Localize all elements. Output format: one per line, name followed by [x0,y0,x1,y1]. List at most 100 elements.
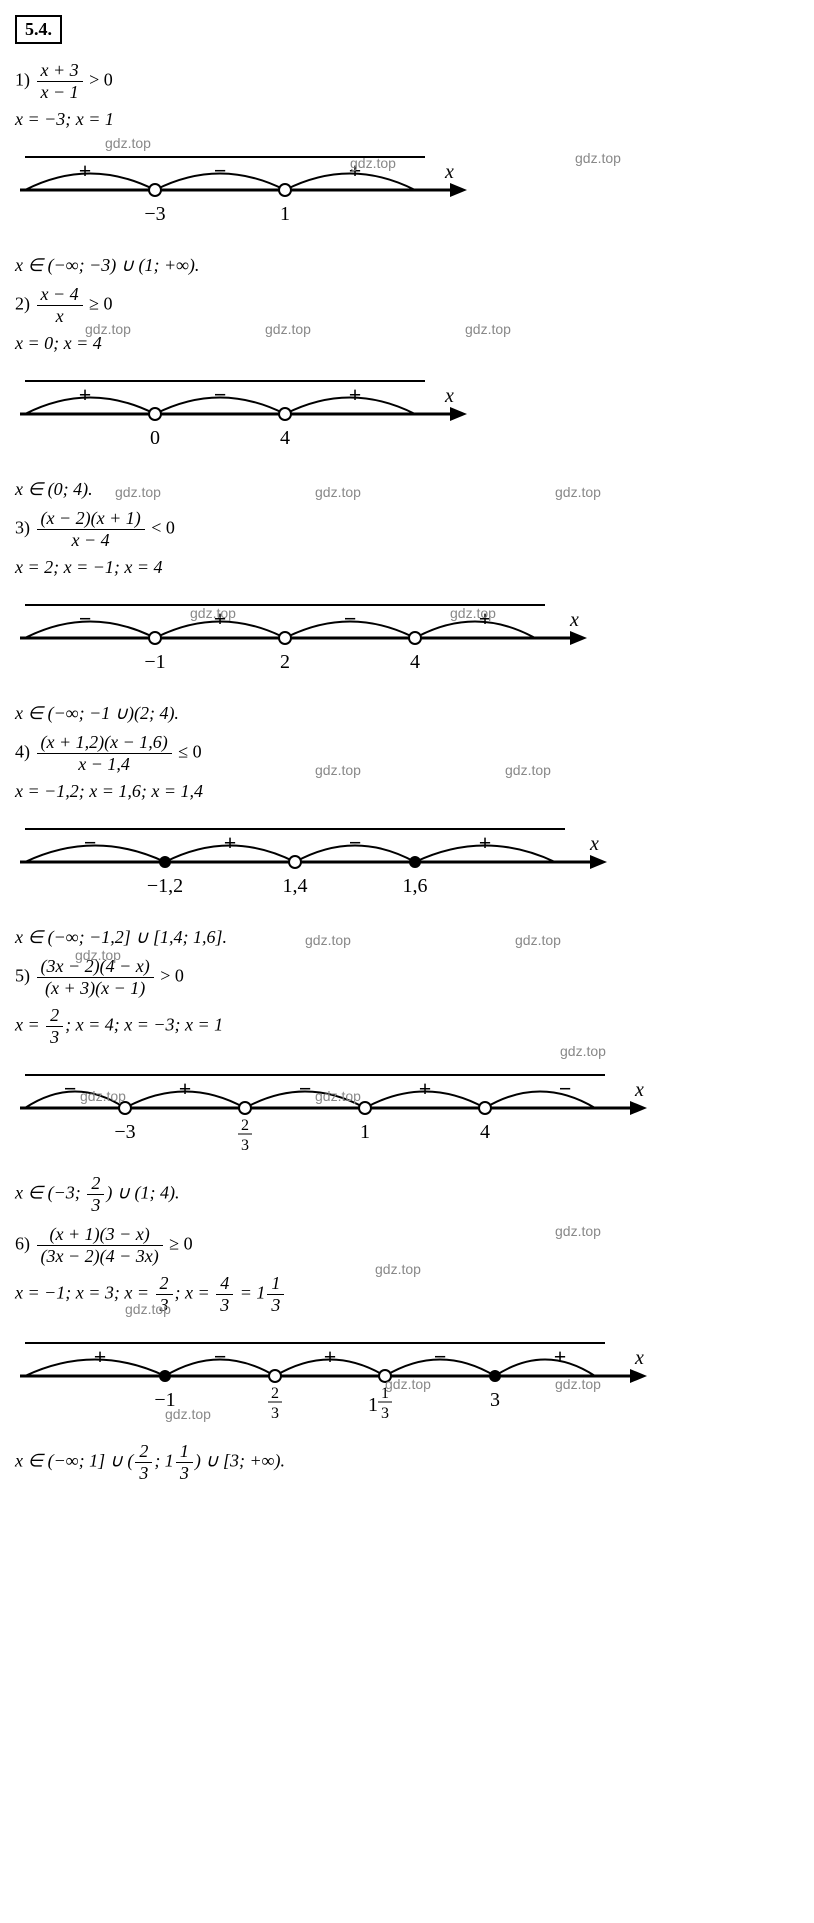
svg-text:−: − [344,606,357,631]
svg-text:+: + [224,830,237,855]
svg-text:1: 1 [360,1121,370,1143]
number-line-container: gdz.topgdz.topgdz.topgdz.topgdz.top−1231… [15,1331,799,1421]
svg-text:1,6: 1,6 [403,875,428,897]
svg-text:−: − [559,1076,572,1101]
number-line-chart: 04+−+x [15,369,475,459]
svg-text:−: − [64,1076,77,1101]
problem-2: 2) x − 4x ≥ 0 x = 0; x = 4 gdz.topgdz.topg… [15,284,799,500]
number-line-chart: −1231133+−+−+x [15,1331,655,1421]
answer: x ∈ (0; 4). [15,479,799,500]
problem-number: 2) [15,294,30,314]
svg-text:+: + [479,830,492,855]
fraction: 43 [216,1273,233,1316]
svg-text:−: − [214,382,227,407]
fraction: 23 [156,1273,173,1316]
exercise-label: 5.4. [15,15,62,44]
svg-text:+: + [419,1076,432,1101]
svg-text:+: + [324,1344,337,1369]
number-line-chart: −32314−+−+−x [15,1063,655,1153]
svg-text:3: 3 [241,1137,249,1153]
inequality-operator: ≤ 0 [178,742,201,762]
problem-number: 5) [15,966,30,986]
inequality-operator: ≥ 0 [89,294,112,314]
inequality: 1) x + 3x − 1 > 0 [15,60,799,103]
fraction: 23 [135,1441,152,1484]
inequality: 3) (x − 2)(x + 1)x − 4 < 0 [15,508,799,551]
number-line-chart: −1,21,41,6−+−+x [15,817,615,907]
svg-text:+: + [214,606,227,631]
inequality-operator: > 0 [89,70,113,90]
svg-text:4: 4 [280,427,290,449]
inequality: 6) (x + 1)(3 − x)(3x − 2)(4 − 3x) ≥ 0 [15,1224,799,1267]
answer: x ∈ (−∞; −1 ∪)(2; 4). [15,703,799,724]
svg-text:+: + [349,382,362,407]
svg-text:0: 0 [150,427,160,449]
number-line-container: gdz.topgdz.top−124−+−+x [15,593,799,683]
svg-text:−1,2: −1,2 [147,875,183,897]
svg-text:−: − [214,158,227,183]
fraction: x + 3x − 1 [37,60,83,103]
svg-text:3: 3 [381,1405,389,1421]
svg-text:+: + [179,1076,192,1101]
number-line-container: gdz.topgdz.topgdz.topgdz.top−32314−+−+−x [15,1063,799,1153]
svg-text:−1: −1 [144,651,165,673]
answer: x ∈ (−3; 23) ∪ (1; 4). [15,1173,799,1216]
problem-4: 4) (x + 1,2)(x − 1,6)x − 1,4 ≤ 0 x = −1,2… [15,732,799,948]
inequality-operator: ≥ 0 [169,1234,192,1254]
inequality: 2) x − 4x ≥ 0 [15,284,799,327]
svg-text:−: − [214,1344,227,1369]
svg-text:3: 3 [271,1405,279,1421]
roots: x = 0; x = 4 [15,333,799,354]
svg-text:2: 2 [280,651,290,673]
fraction: (x + 1)(3 − x)(3x − 2)(4 − 3x) [37,1224,163,1267]
svg-text:x: x [634,1347,644,1369]
problem-number: 3) [15,518,30,538]
fraction: x − 4x [37,284,83,327]
answer: x ∈ (−∞; 1] ∪ (23; 113) ∪ [3; +∞). [15,1441,799,1484]
svg-text:+: + [479,606,492,631]
svg-text:1,4: 1,4 [283,875,308,897]
number-line-chart: −31+−+x [15,145,475,235]
problem-number: 6) [15,1234,30,1254]
svg-text:+: + [554,1344,567,1369]
problem-number: 4) [15,742,30,762]
fraction: (3x − 2)(4 − x)(x + 3)(x − 1) [37,956,154,999]
inequality: 5) (3x − 2)(4 − x)(x + 3)(x − 1) > 0 [15,956,799,999]
svg-text:4: 4 [410,651,420,673]
svg-text:+: + [94,1344,107,1369]
watermark: gdz.top [575,150,621,166]
number-line-container: gdz.topgdz.topgdz.topgdz.topgdz.topgdz.t… [15,369,799,459]
svg-text:−: − [84,830,97,855]
fraction: 13 [176,1441,193,1484]
svg-text:1: 1 [280,203,290,225]
problem-3: 3) (x − 2)(x + 1)x − 4 < 0 x = 2; x = −1;… [15,508,799,724]
svg-text:−: − [79,606,92,631]
fraction: (x + 1,2)(x − 1,6)x − 1,4 [37,732,172,775]
fraction: (x − 2)(x + 1)x − 4 [37,508,145,551]
svg-text:−: − [434,1344,447,1369]
number-line-container: gdz.topgdz.topgdz.topgdz.topgdz.top−1,21… [15,817,799,907]
svg-text:x: x [569,609,579,631]
svg-text:−: − [299,1076,312,1101]
problem-5: 5) (3x − 2)(4 − x)(x + 3)(x − 1) > 0 x = … [15,956,799,1216]
inequality-operator: > 0 [160,966,184,986]
number-line-container: gdz.topgdz.topgdz.top−31+−+x [15,145,799,235]
svg-text:1: 1 [368,1394,378,1416]
inequality: 4) (x + 1,2)(x − 1,6)x − 1,4 ≤ 0 [15,732,799,775]
roots: x = −1,2; x = 1,6; x = 1,4 [15,781,799,802]
svg-text:3: 3 [490,1389,500,1411]
answer: x ∈ (−∞; −3) ∪ (1; +∞). [15,255,799,276]
svg-text:1: 1 [381,1385,389,1402]
answer: x ∈ (−∞; −1,2] ∪ [1,4; 1,6]. [15,927,799,948]
roots: x = 23; x = 4; x = −3; x = 1 [15,1005,799,1048]
inequality-operator: < 0 [151,518,175,538]
svg-text:2: 2 [271,1385,279,1402]
problem-1: 1) x + 3x − 1 > 0x = −3; x = 1gdz.topgdz… [15,60,799,276]
svg-text:4: 4 [480,1121,490,1143]
svg-text:2: 2 [241,1117,249,1134]
svg-text:+: + [79,158,92,183]
number-line-chart: −1 2 4 − + − + x [15,593,595,683]
svg-text:+: + [349,158,362,183]
roots: x = −1; x = 3; x = 23; x = 43 = 113 [15,1273,799,1316]
roots: x = 2; x = −1; x = 4 [15,557,799,578]
